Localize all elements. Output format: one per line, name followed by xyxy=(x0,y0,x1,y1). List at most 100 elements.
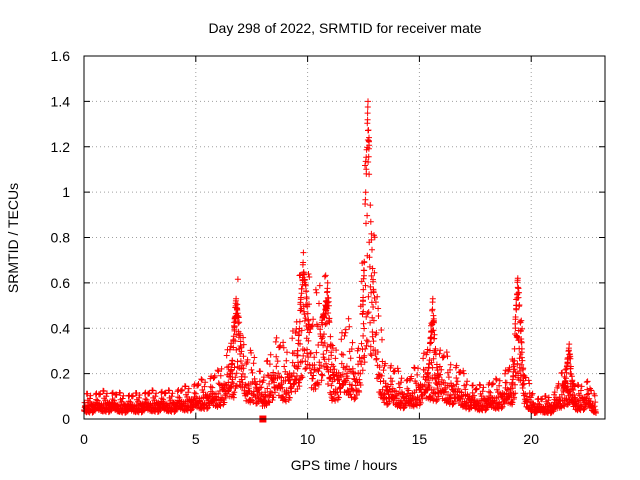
data-point xyxy=(217,372,224,379)
data-point xyxy=(283,398,289,405)
data-point xyxy=(231,326,238,333)
data-point xyxy=(289,359,296,366)
data-point xyxy=(511,366,518,373)
data-point xyxy=(333,347,340,354)
data-point xyxy=(117,390,124,396)
data-point xyxy=(457,368,464,375)
data-point xyxy=(363,313,370,320)
data-point xyxy=(324,285,331,292)
data-point xyxy=(305,354,312,361)
axis-ticks: 0 0.2 0.4 0.6 0.8 1 1.2 1.4 1.6 0 5 10 15 20 xyxy=(51,48,605,447)
data-point xyxy=(366,142,373,149)
data-point xyxy=(305,337,312,344)
data-point xyxy=(119,395,126,402)
data-point xyxy=(104,390,110,397)
data-point xyxy=(447,366,453,373)
data-point xyxy=(321,311,328,318)
data-point xyxy=(312,286,319,293)
data-point xyxy=(298,290,305,297)
data-point xyxy=(234,358,241,365)
data-point xyxy=(87,392,94,399)
data-point xyxy=(330,372,337,379)
data-point xyxy=(290,370,297,377)
data-point xyxy=(517,327,524,334)
data-point xyxy=(584,391,591,398)
data-point xyxy=(266,380,273,387)
data-point xyxy=(514,360,521,367)
data-point xyxy=(387,381,394,388)
data-point xyxy=(356,389,363,395)
data-point xyxy=(365,98,371,105)
data-point xyxy=(428,320,435,327)
data-point xyxy=(367,218,374,225)
data-point xyxy=(288,388,295,395)
data-point xyxy=(371,295,378,301)
data-point xyxy=(250,360,257,367)
data-point xyxy=(506,364,513,371)
data-point xyxy=(321,340,328,346)
data-point xyxy=(341,332,348,339)
data-point xyxy=(588,387,595,394)
data-point xyxy=(363,342,370,349)
data-point xyxy=(528,392,535,398)
data-point xyxy=(313,349,320,356)
data-point xyxy=(562,366,569,373)
data-point xyxy=(344,375,351,382)
data-point xyxy=(376,364,383,371)
data-point xyxy=(510,363,517,370)
data-point xyxy=(563,375,569,382)
data-point xyxy=(318,319,325,326)
data-point xyxy=(218,365,225,372)
data-point xyxy=(480,384,487,391)
data-point xyxy=(366,254,373,261)
data-point xyxy=(328,349,335,356)
data-point xyxy=(509,376,516,383)
data-point xyxy=(328,361,335,368)
data-point xyxy=(359,311,366,318)
data-point xyxy=(199,377,205,383)
data-point xyxy=(417,399,424,406)
data-point xyxy=(545,397,552,404)
y-tick-label: 0.6 xyxy=(51,275,71,291)
data-point xyxy=(258,384,265,391)
data-point xyxy=(216,388,223,394)
data-point xyxy=(217,402,224,409)
data-point xyxy=(264,372,271,379)
data-point xyxy=(257,384,263,391)
y-axis-label: SRMTID / TECUs xyxy=(5,183,21,293)
data-point xyxy=(583,379,590,386)
data-point xyxy=(291,350,297,357)
data-point xyxy=(462,386,469,393)
data-point xyxy=(380,367,387,374)
data-point xyxy=(331,366,338,373)
data-point xyxy=(284,349,290,356)
y-tick-label: 1 xyxy=(62,184,70,200)
data-point xyxy=(227,383,234,390)
data-point xyxy=(453,375,460,381)
data-point xyxy=(566,351,573,358)
data-point xyxy=(240,365,247,372)
data-point xyxy=(374,349,381,355)
data-point xyxy=(300,249,307,256)
data-point xyxy=(473,385,480,392)
data-point xyxy=(237,330,244,337)
data-point xyxy=(510,368,517,375)
data-point xyxy=(230,394,237,401)
data-point xyxy=(296,383,303,390)
data-point xyxy=(517,318,524,325)
y-tick-label: 0.2 xyxy=(51,366,71,382)
data-point xyxy=(348,346,355,352)
data-point xyxy=(326,315,333,322)
data-point xyxy=(564,362,570,369)
data-point xyxy=(279,384,286,391)
data-point xyxy=(496,377,503,384)
data-point xyxy=(214,367,221,374)
data-point xyxy=(374,293,381,300)
data-point xyxy=(545,394,552,401)
data-point xyxy=(560,402,567,409)
data-point xyxy=(313,289,320,296)
data-point xyxy=(309,375,316,382)
data-point xyxy=(361,352,368,359)
data-point xyxy=(496,382,503,389)
